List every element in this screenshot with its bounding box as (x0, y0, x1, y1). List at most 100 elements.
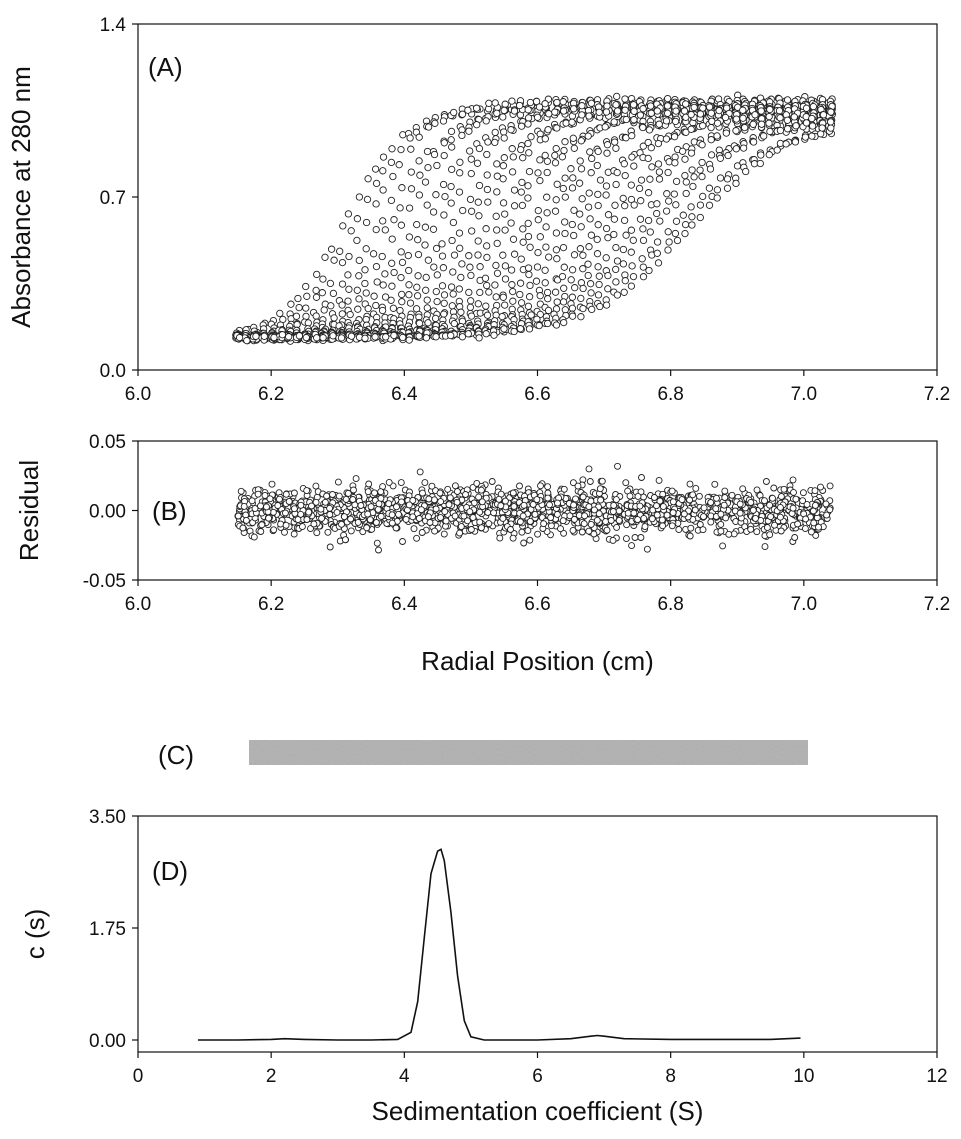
residual-point (445, 501, 453, 509)
data-point (456, 158, 464, 166)
data-point (430, 263, 438, 271)
data-point (363, 195, 372, 204)
data-point (645, 266, 653, 275)
data-point (713, 132, 721, 140)
data-point (593, 235, 601, 244)
residual-point (268, 480, 276, 488)
residual-point (432, 505, 440, 513)
data-point (603, 149, 611, 157)
data-point (612, 278, 620, 286)
residual-point (707, 499, 715, 506)
data-point (449, 218, 458, 227)
data-point (602, 182, 611, 190)
data-point (476, 263, 484, 271)
residual-point (335, 492, 343, 500)
data-point (447, 136, 455, 144)
residual-point (428, 482, 436, 490)
data-point (260, 332, 268, 340)
data-point (687, 110, 695, 119)
data-point (630, 162, 638, 170)
data-point (604, 271, 612, 280)
data-point (361, 279, 369, 288)
data-point (578, 195, 586, 203)
residual-point (607, 517, 615, 524)
data-point (568, 304, 577, 312)
data-point (499, 175, 507, 183)
data-point (664, 168, 672, 177)
data-point (604, 234, 612, 242)
data-point (285, 333, 293, 341)
data-point (535, 103, 544, 111)
data-point (519, 225, 527, 233)
data-point (482, 117, 490, 125)
x-tick-label: 7.0 (791, 384, 817, 405)
data-point (610, 230, 618, 239)
data-point (577, 313, 585, 321)
data-point (319, 275, 327, 283)
data-point (430, 150, 439, 159)
data-point (662, 117, 671, 125)
residual-point (341, 536, 349, 544)
y-tick-label: 1.4 (100, 15, 127, 36)
data-point (447, 283, 456, 291)
data-point (663, 190, 671, 198)
data-point (561, 218, 569, 226)
residual-point (747, 525, 755, 533)
residual-point (695, 492, 703, 500)
residual-point (357, 502, 365, 509)
residual-point (418, 529, 426, 536)
data-point (475, 334, 483, 342)
data-point (396, 204, 404, 212)
data-point (827, 118, 835, 126)
data-point (551, 288, 560, 296)
data-point (586, 215, 594, 223)
data-point (526, 281, 534, 290)
residual-point (700, 513, 707, 521)
data-point (561, 174, 569, 182)
data-point (507, 219, 515, 227)
data-point (476, 288, 484, 297)
data-point (552, 246, 561, 254)
data-point (405, 291, 413, 299)
data-point (637, 197, 645, 205)
residual-point (257, 502, 264, 510)
residual-point (254, 490, 262, 498)
residual-point (771, 521, 778, 529)
residual-point (363, 524, 371, 532)
data-point (525, 149, 533, 157)
residual-point (641, 523, 649, 531)
data-point (654, 259, 663, 267)
data-point (636, 111, 645, 119)
residual-point (298, 523, 306, 531)
data-point (387, 296, 395, 304)
residual-point (338, 520, 345, 528)
residual-point (631, 534, 639, 541)
data-point (467, 207, 476, 215)
residual-point (520, 501, 528, 509)
data-point (303, 292, 311, 300)
data-point (405, 233, 414, 241)
data-point (732, 145, 740, 153)
data-point (467, 271, 475, 280)
data-point (613, 168, 621, 177)
residual-point (442, 517, 450, 525)
data-point (568, 266, 577, 274)
data-point (532, 97, 541, 106)
x-tick-label: 6.2 (258, 384, 284, 405)
residual-point (303, 516, 311, 523)
data-point (639, 123, 647, 132)
data-point (406, 134, 414, 142)
residual-point (777, 493, 785, 500)
data-point (441, 192, 449, 201)
residual-point (516, 482, 523, 490)
data-point (584, 203, 593, 211)
data-point (405, 204, 414, 212)
data-point (483, 281, 491, 290)
data-point (447, 331, 455, 340)
residual-point (326, 543, 334, 551)
data-point (723, 175, 732, 183)
residual-point (721, 494, 729, 501)
residual-point (313, 529, 321, 537)
data-point (627, 282, 636, 290)
residual-point (801, 525, 809, 533)
